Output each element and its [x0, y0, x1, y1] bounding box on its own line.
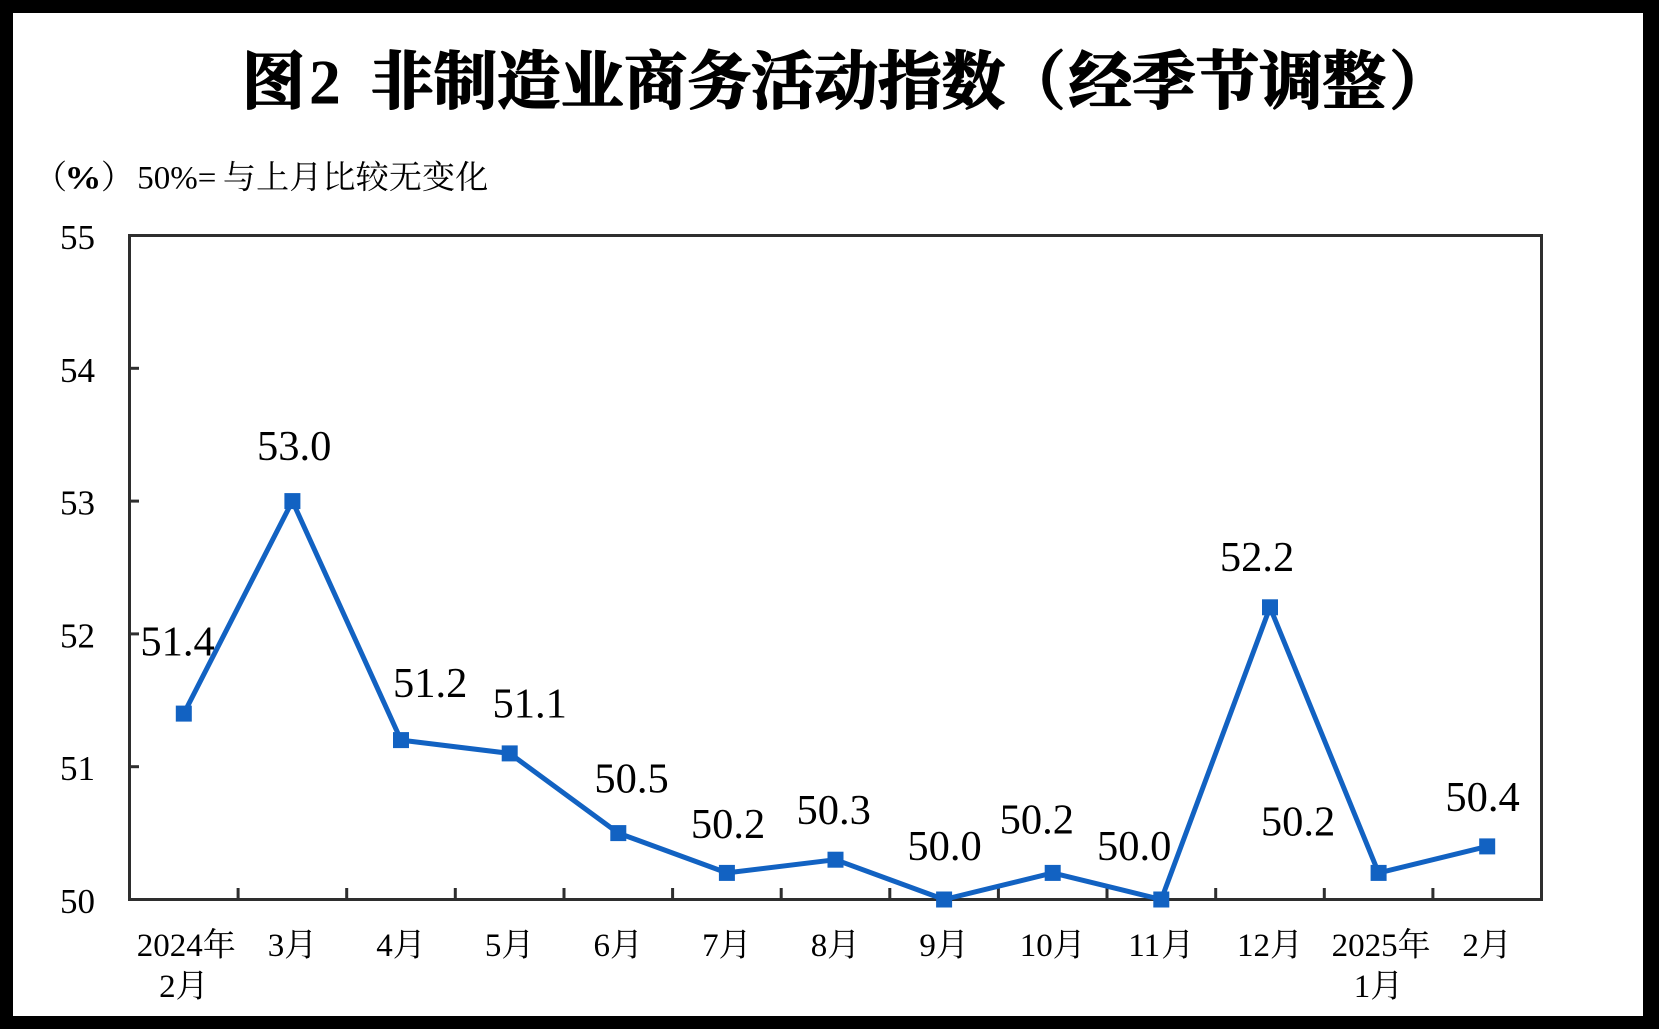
svg-text:5: 5 — [485, 928, 502, 964]
svg-text:9: 9 — [919, 928, 936, 964]
svg-text:2: 2 — [309, 47, 341, 118]
svg-text:7: 7 — [702, 928, 719, 964]
svg-text:%: % — [65, 159, 102, 196]
svg-text:4: 4 — [376, 928, 393, 964]
svg-text:1: 1 — [1354, 969, 1371, 1005]
svg-text:50.0: 50.0 — [907, 823, 981, 870]
svg-text:55: 55 — [60, 218, 95, 257]
svg-text:51: 51 — [60, 749, 95, 788]
svg-text:50.3: 50.3 — [797, 787, 871, 834]
svg-text:52.2: 52.2 — [1220, 534, 1294, 581]
svg-text:54: 54 — [60, 351, 95, 390]
svg-text:12: 12 — [1237, 928, 1270, 964]
svg-text:50.5: 50.5 — [594, 756, 668, 803]
svg-text:2: 2 — [159, 969, 176, 1005]
svg-text:50.2: 50.2 — [1000, 797, 1074, 844]
svg-text:2025: 2025 — [1332, 928, 1398, 964]
svg-text:8: 8 — [811, 928, 828, 964]
svg-text:51.2: 51.2 — [393, 660, 467, 707]
svg-text:50.2: 50.2 — [1261, 799, 1335, 846]
svg-text:2024: 2024 — [137, 928, 203, 964]
svg-text:3: 3 — [268, 928, 285, 964]
svg-text:50.4: 50.4 — [1445, 774, 1519, 821]
svg-text:52: 52 — [60, 616, 95, 655]
svg-text:50: 50 — [60, 882, 95, 921]
svg-text:11: 11 — [1128, 928, 1160, 964]
svg-text:2: 2 — [1462, 928, 1479, 964]
svg-text:51.4: 51.4 — [140, 619, 214, 666]
svg-text:53.0: 53.0 — [257, 423, 331, 470]
svg-text:53: 53 — [60, 484, 95, 523]
svg-text:50.0: 50.0 — [1097, 823, 1171, 870]
svg-text:6: 6 — [594, 928, 611, 964]
svg-text:50.2: 50.2 — [691, 801, 765, 848]
svg-text:51.1: 51.1 — [493, 681, 567, 728]
svg-text:50%=: 50%= — [137, 161, 216, 197]
svg-text:10: 10 — [1020, 928, 1053, 964]
